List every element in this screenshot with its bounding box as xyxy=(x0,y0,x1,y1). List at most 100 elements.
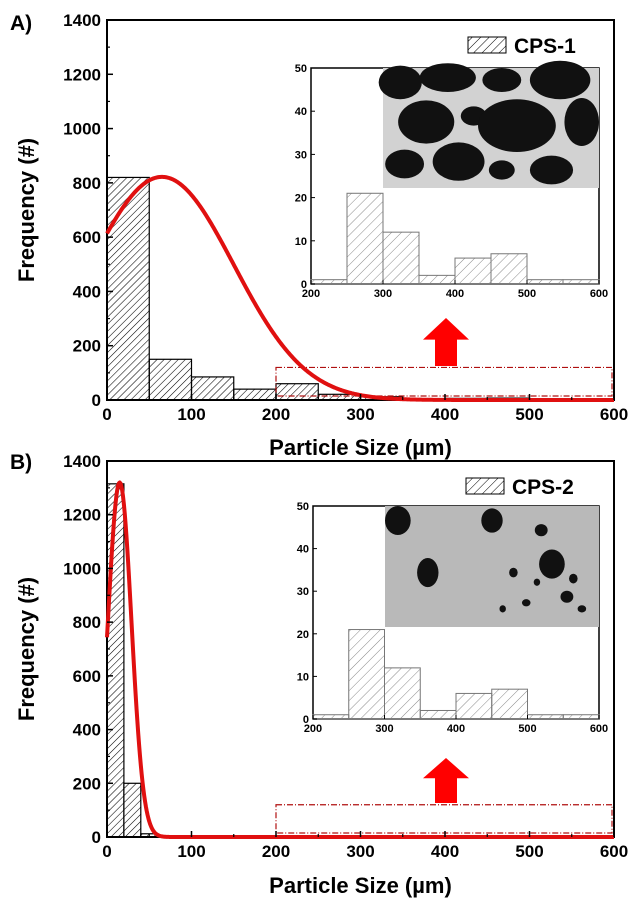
x-tick-label: 0 xyxy=(102,842,111,861)
particle xyxy=(569,573,578,584)
histogram-bar xyxy=(190,376,235,401)
x-tick-label: 400 xyxy=(431,405,459,424)
panel-b: 0 100 200 300 400 500 600020040060080010001200… xyxy=(10,451,628,898)
inset-y-tick-label: 0 xyxy=(301,279,307,291)
inset-plot: 200 300 400 500 600 0 10 20 30 40 50 xyxy=(295,60,608,300)
y-axis-label: Frequency (#) xyxy=(14,138,39,282)
inset-x-tick-label: 500 xyxy=(518,723,536,735)
y-tick-label: 400 xyxy=(73,721,101,740)
inset-bar xyxy=(491,688,528,720)
particle xyxy=(478,99,556,152)
inset-y-tick-label: 30 xyxy=(295,149,307,161)
panel-a: 0 100 200 300 400 500 600020040060080010001200… xyxy=(10,11,628,460)
panel-label: B) xyxy=(10,451,32,474)
histogram-bar xyxy=(123,782,142,838)
legend-label: CPS-1 xyxy=(514,35,576,58)
inset-x-tick-label: 300 xyxy=(375,723,393,735)
y-axis-label: Frequency (#) xyxy=(14,577,39,721)
inset-bar xyxy=(384,667,421,720)
arrow-up-icon xyxy=(423,758,469,803)
inset-bar xyxy=(418,274,456,285)
y-tick-label: 1200 xyxy=(63,506,101,525)
particle xyxy=(529,60,591,100)
inset-bar xyxy=(348,629,385,720)
inset-y-tick-label: 0 xyxy=(303,714,309,726)
x-tick-label: 400 xyxy=(431,842,459,861)
inset-bar xyxy=(562,279,600,285)
inset-bar xyxy=(490,253,528,285)
histogram-bar xyxy=(106,176,150,401)
inset-y-tick-label: 50 xyxy=(295,63,307,75)
x-tick-label: 0 xyxy=(102,405,111,424)
inset-y-tick-label: 20 xyxy=(295,193,307,205)
histogram-bar xyxy=(233,388,277,401)
inset-bar xyxy=(310,279,348,285)
inset-x-tick-label: 500 xyxy=(518,288,536,300)
particle xyxy=(417,558,439,588)
y-tick-label: 1400 xyxy=(63,452,101,471)
inset-x-tick-label: 400 xyxy=(447,723,465,735)
x-axis-label: Particle Size (µm) xyxy=(269,435,452,460)
micrograph-image xyxy=(385,506,599,627)
y-tick-label: 0 xyxy=(92,391,101,410)
x-tick-label: 600 xyxy=(600,842,628,861)
inset-y-tick-label: 30 xyxy=(297,586,309,598)
histogram-bar xyxy=(275,383,319,401)
particle xyxy=(432,142,485,181)
x-axis-label: Particle Size (µm) xyxy=(269,873,452,898)
x-tick-label: 600 xyxy=(600,405,628,424)
particle xyxy=(533,578,541,586)
y-tick-label: 800 xyxy=(73,174,101,193)
particle xyxy=(577,605,587,613)
arrow-up-icon xyxy=(423,318,469,366)
legend: CPS-2 xyxy=(465,476,574,499)
inset-x-tick-label: 200 xyxy=(304,723,322,735)
inset-bar xyxy=(562,714,600,720)
inset-bar xyxy=(419,709,457,720)
inset-x-tick-label: 600 xyxy=(590,288,608,300)
particle xyxy=(481,508,503,533)
micrograph-image xyxy=(378,60,599,188)
particle xyxy=(539,549,565,579)
y-tick-label: 200 xyxy=(73,337,101,356)
inset-y-tick-label: 20 xyxy=(297,629,309,641)
legend: CPS-1 xyxy=(467,35,576,58)
particle xyxy=(385,506,411,536)
inset-y-tick-label: 40 xyxy=(295,106,307,118)
x-tick-label: 200 xyxy=(262,842,290,861)
inset-x-tick-label: 600 xyxy=(590,723,608,735)
legend-swatch xyxy=(465,477,505,495)
inset-bar xyxy=(455,692,493,720)
particle xyxy=(398,100,455,144)
panel-label: A) xyxy=(10,12,32,35)
inset-x-tick-label: 300 xyxy=(374,288,392,300)
particle xyxy=(385,149,425,179)
particle xyxy=(378,65,422,100)
x-tick-label: 500 xyxy=(515,405,543,424)
particle xyxy=(564,98,599,146)
inset-bar xyxy=(312,714,350,720)
particle xyxy=(482,68,522,92)
y-tick-label: 1400 xyxy=(63,11,101,30)
histogram-bar xyxy=(148,358,193,401)
particle xyxy=(534,524,548,537)
y-tick-label: 200 xyxy=(73,774,101,793)
inset-bar xyxy=(526,279,564,285)
particle xyxy=(560,590,574,603)
x-tick-label: 500 xyxy=(515,842,543,861)
highlight-box xyxy=(275,366,613,397)
particle xyxy=(529,155,574,185)
inset-bar xyxy=(382,231,420,285)
legend-swatch xyxy=(467,36,507,54)
y-tick-label: 800 xyxy=(73,613,101,632)
y-tick-label: 0 xyxy=(92,828,101,847)
inset-bar xyxy=(454,257,492,285)
y-tick-label: 1000 xyxy=(63,559,101,578)
x-tick-label: 100 xyxy=(177,405,205,424)
particle xyxy=(509,567,518,578)
inset-bar xyxy=(346,192,384,285)
inset-y-tick-label: 10 xyxy=(295,236,307,248)
inset-y-tick-label: 40 xyxy=(297,544,309,556)
inset-y-tick-label: 10 xyxy=(297,671,309,683)
